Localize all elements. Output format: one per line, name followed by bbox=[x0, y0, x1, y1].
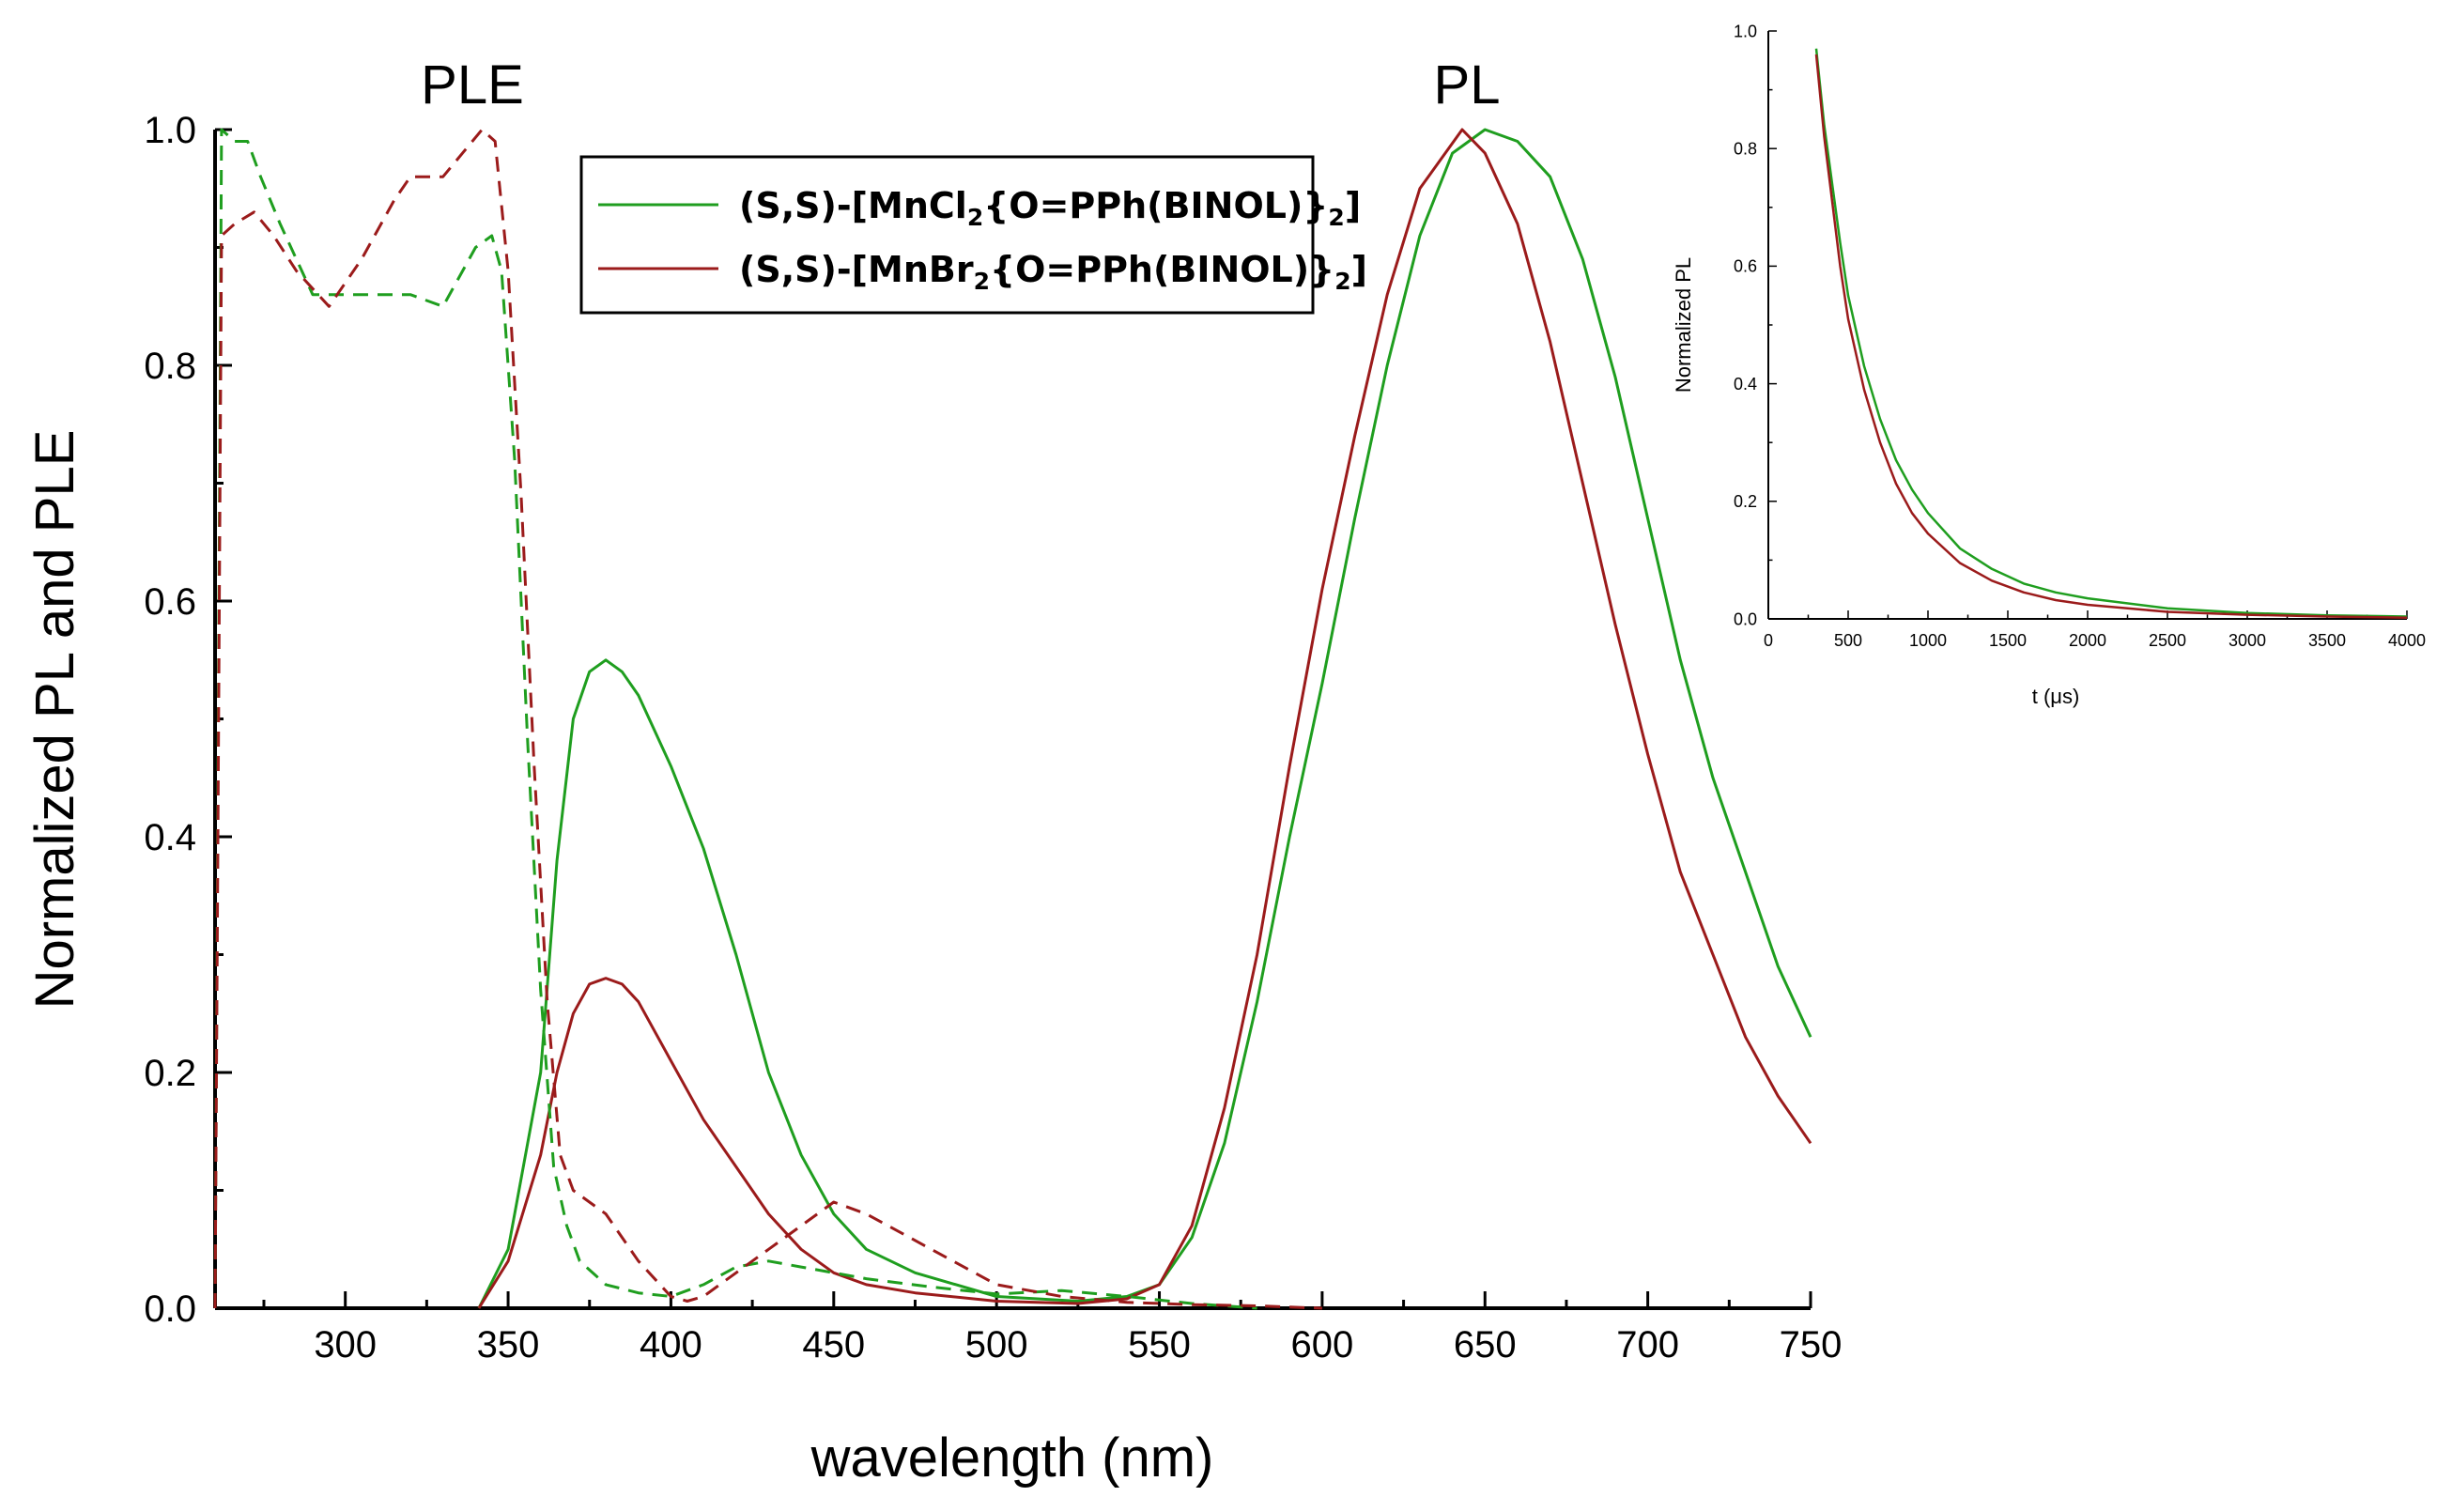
inset-chart: 0 500 1000 1500 2000 2500 3000 3500 4000 0.0 0.2 0… bbox=[1672, 22, 2426, 708]
main-x-tick-label: 450 bbox=[802, 1324, 865, 1365]
inset-x-tick-label: 3000 bbox=[2228, 631, 2266, 650]
main-x-tick-label: 500 bbox=[965, 1324, 1028, 1365]
annotation-pl: PL bbox=[1434, 54, 1501, 116]
inset-x-tick-label: 2000 bbox=[2069, 631, 2106, 650]
main-series-mncl2-ple bbox=[213, 128, 1257, 1310]
main-series-mnbr2-ple bbox=[213, 128, 1322, 1310]
main-series-mnbr2-pl bbox=[477, 128, 1812, 1309]
main-x-tick-label: 300 bbox=[314, 1324, 377, 1365]
inset-y-tick-label: 0.6 bbox=[1734, 257, 1757, 276]
main-x-tick-label: 400 bbox=[640, 1324, 702, 1365]
legend-label-mnbr2: (S,S)-[MnBr2{O=PPh(BINOL)}2] bbox=[739, 249, 1367, 295]
inset-x-tick-label: 0 bbox=[1764, 631, 1773, 650]
main-y-tick-label: 0.2 bbox=[144, 1053, 196, 1094]
inset-series-mncl2-decay bbox=[1814, 48, 2408, 618]
legend: (S,S)-[MnCl2{O=PPh(BINOL)}2] (S,S)-[MnBr… bbox=[579, 155, 1367, 315]
annotation-ple: PLE bbox=[421, 54, 524, 116]
inset-x-tick-label: 3500 bbox=[2308, 631, 2346, 650]
main-x-tick-label: 350 bbox=[477, 1324, 540, 1365]
main-x-tick-label: 600 bbox=[1291, 1324, 1354, 1365]
main-y-tick-label: 1.0 bbox=[144, 110, 196, 151]
inset-y-tick-label: 1.0 bbox=[1734, 22, 1757, 40]
inset-x-tick-label: 1000 bbox=[1909, 631, 1947, 650]
inset-y-tick-label: 0.4 bbox=[1734, 375, 1757, 393]
inset-x-tick-label: 1500 bbox=[1989, 631, 2027, 650]
legend-box bbox=[579, 155, 1315, 315]
main-y-axis-label: Normalized PL and PLE bbox=[24, 430, 85, 1010]
main-chart: 300 350 400 450 500 550 600 650 700 750 0.0 0.2 0.4… bbox=[24, 54, 1842, 1489]
inset-x-tick-label: 4000 bbox=[2388, 631, 2426, 650]
main-x-tick-label: 650 bbox=[1454, 1324, 1517, 1365]
inset-x-axis-label: t (μs) bbox=[2032, 685, 2080, 708]
inset-x-tick-label: 2500 bbox=[2149, 631, 2186, 650]
main-y-tick-label: 0.6 bbox=[144, 581, 196, 623]
main-y-tick-label: 0.0 bbox=[144, 1288, 196, 1330]
main-x-tick-label: 550 bbox=[1128, 1324, 1191, 1365]
inset-series-mnbr2-decay bbox=[1814, 54, 2408, 619]
main-x-tick-label: 750 bbox=[1780, 1324, 1843, 1365]
main-x-axis-label: wavelength (nm) bbox=[810, 1427, 1214, 1489]
inset-y-tick-label: 0.8 bbox=[1734, 140, 1757, 159]
inset-y-tick-label: 0.0 bbox=[1734, 609, 1757, 628]
inset-y-axis-label: Normalized PL bbox=[1672, 257, 1695, 393]
main-y-tick-label: 0.4 bbox=[144, 817, 196, 858]
main-y-tick-label: 0.8 bbox=[144, 346, 196, 387]
main-x-tick-label: 700 bbox=[1616, 1324, 1679, 1365]
inset-x-tick-label: 500 bbox=[1834, 631, 1862, 650]
inset-y-tick-label: 0.2 bbox=[1734, 492, 1757, 511]
legend-label-mncl2: (S,S)-[MnCl2{O=PPh(BINOL)}2] bbox=[739, 185, 1361, 231]
